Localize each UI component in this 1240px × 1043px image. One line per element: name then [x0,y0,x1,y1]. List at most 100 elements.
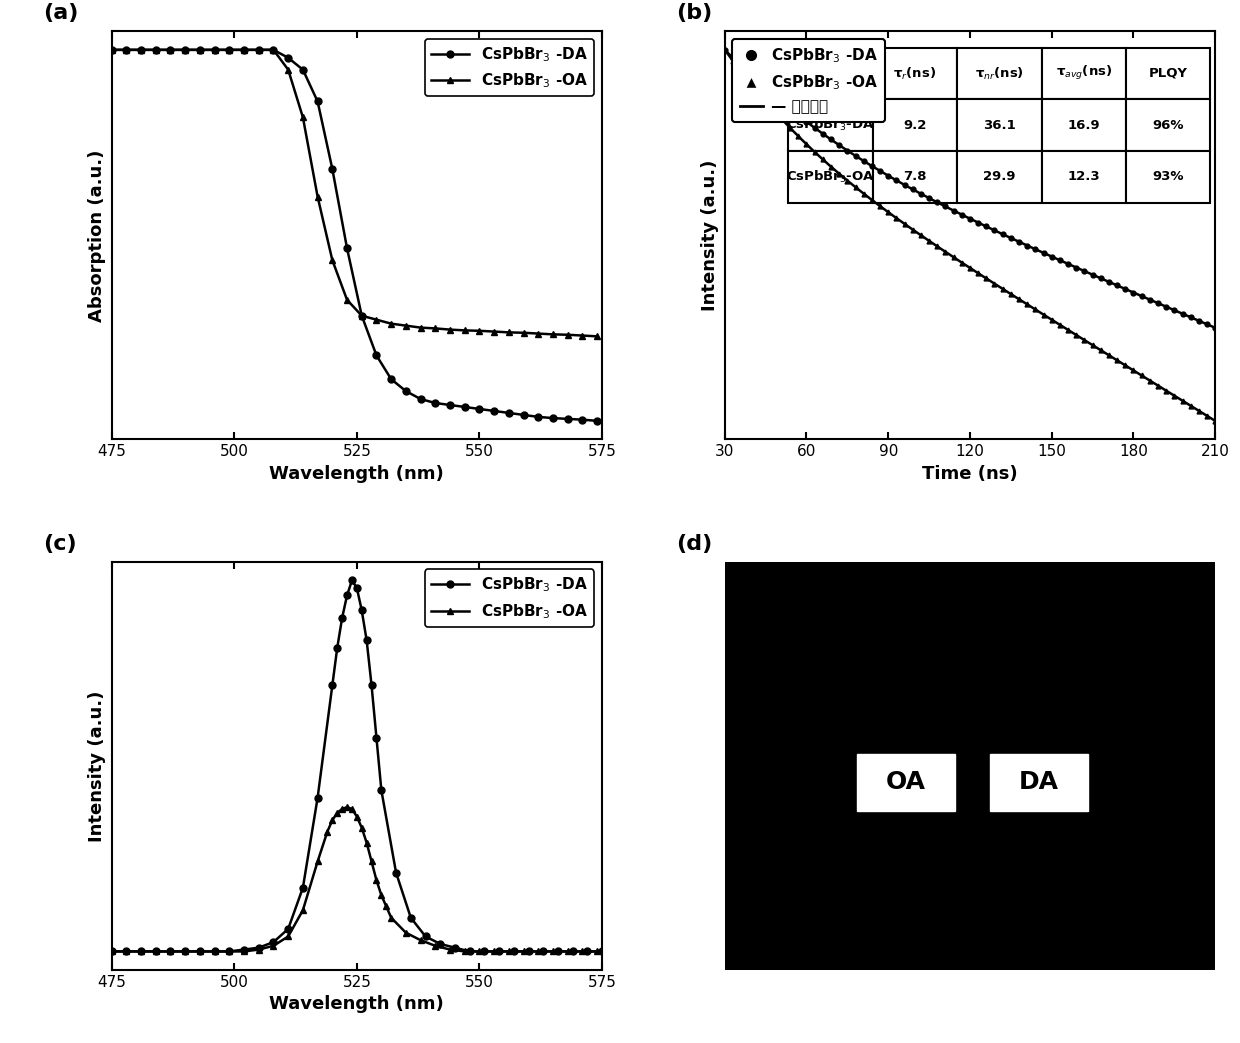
CsPbBr$_3$ -DA [119,945,134,957]
CsPbBr$_3$ -DA [295,64,310,76]
Y-axis label: Intensity (a.u.): Intensity (a.u.) [701,160,719,311]
CsPbBr$_3$ -OA [458,945,472,957]
CsPbBr$_3$ -OA [546,945,560,957]
Y-axis label: Intensity (a.u.): Intensity (a.u.) [88,690,107,842]
CsPbBr$_3$ -DA [119,44,134,56]
CsPbBr$_3$ -DA [546,412,560,425]
CsPbBr$_3$ -OA [443,323,458,336]
CsPbBr$_3$ -DA [472,403,487,415]
CsPbBr$_3$ -OA [355,310,370,322]
CsPbBr$_3$ -DA [413,393,428,406]
CsPbBr$_3$ -OA [398,319,413,332]
CsPbBr$_3$ -OA [516,945,531,957]
X-axis label: Wavelength (nm): Wavelength (nm) [269,465,444,483]
CsPbBr$_3$ -OA [207,945,222,957]
CsPbBr$_3$ -DA [595,945,610,957]
CsPbBr$_3$ -DA [355,604,370,616]
CsPbBr$_3$ -DA [134,945,149,957]
CsPbBr$_3$ -OA [177,945,192,957]
CsPbBr$_3$ -OA [237,44,252,56]
Line: CsPbBr$_3$ -DA: CsPbBr$_3$ -DA [108,577,605,955]
CsPbBr$_3$ -DA [267,936,281,948]
CsPbBr$_3$ -OA [428,322,443,335]
CsPbBr$_3$ -OA [104,44,119,56]
CsPbBr$_3$ -DA [177,945,192,957]
CsPbBr$_3$ -DA [565,945,580,957]
CsPbBr$_3$ -OA [340,801,355,814]
CsPbBr$_3$ -DA [516,409,531,421]
CsPbBr$_3$ -DA [370,349,384,362]
CsPbBr$_3$ -OA [237,945,252,957]
CsPbBr$_3$ -OA [560,329,575,341]
CsPbBr$_3$ -OA [487,325,502,338]
CsPbBr$_3$ -DA [192,44,207,56]
CsPbBr$_3$ -OA [267,940,281,952]
CsPbBr$_3$ -OA [310,191,325,203]
CsPbBr$_3$ -DA [403,912,418,924]
CsPbBr$_3$ -DA [463,945,477,957]
CsPbBr$_3$ -OA [590,330,605,342]
Line: CsPbBr$_3$ -OA: CsPbBr$_3$ -OA [108,46,600,340]
CsPbBr$_3$ -DA [551,945,565,957]
Text: DA: DA [1018,770,1059,795]
CsPbBr$_3$ -OA [104,945,119,957]
CsPbBr$_3$ -DA [177,44,192,56]
CsPbBr$_3$ -OA [501,945,516,957]
CsPbBr$_3$ -DA [340,242,355,254]
CsPbBr$_3$ -OA [325,253,340,266]
CsPbBr$_3$ -OA [149,44,164,56]
CsPbBr$_3$ -DA [487,405,502,417]
CsPbBr$_3$ -OA [443,943,458,955]
FancyBboxPatch shape [990,754,1087,810]
CsPbBr$_3$ -OA [472,324,487,337]
CsPbBr$_3$ -DA [477,945,492,957]
CsPbBr$_3$ -DA [370,731,384,744]
CsPbBr$_3$ -DA [330,641,345,654]
CsPbBr$_3$ -DA [360,634,374,647]
CsPbBr$_3$ -OA [222,945,237,957]
CsPbBr$_3$ -OA [531,328,546,340]
CsPbBr$_3$ -OA [192,945,207,957]
CsPbBr$_3$ -OA [335,803,350,816]
CsPbBr$_3$ -DA [134,44,149,56]
CsPbBr$_3$ -DA [536,945,551,957]
CsPbBr$_3$ -OA [546,329,560,341]
CsPbBr$_3$ -DA [428,396,443,409]
CsPbBr$_3$ -DA [252,44,267,56]
CsPbBr$_3$ -OA [192,44,207,56]
CsPbBr$_3$ -OA [119,44,134,56]
CsPbBr$_3$ -OA [267,44,281,56]
CsPbBr$_3$ -OA [383,317,398,330]
CsPbBr$_3$ -OA [325,814,340,826]
CsPbBr$_3$ -DA [560,413,575,426]
CsPbBr$_3$ -OA [560,945,575,957]
CsPbBr$_3$ -OA [149,945,164,957]
CsPbBr$_3$ -OA [252,943,267,955]
CsPbBr$_3$ -DA [580,945,595,957]
CsPbBr$_3$ -DA [365,679,379,692]
CsPbBr$_3$ -DA [458,401,472,413]
CsPbBr$_3$ -DA [207,945,222,957]
CsPbBr$_3$ -DA [501,407,516,419]
Legend: CsPbBr$_3$ -DA, CsPbBr$_3$ -OA: CsPbBr$_3$ -DA, CsPbBr$_3$ -OA [424,569,594,627]
CsPbBr$_3$ -OA [458,324,472,337]
CsPbBr$_3$ -OA [330,806,345,819]
CsPbBr$_3$ -DA [104,945,119,957]
CsPbBr$_3$ -DA [491,945,506,957]
CsPbBr$_3$ -DA [252,942,267,954]
CsPbBr$_3$ -DA [388,867,403,879]
CsPbBr$_3$ -OA [590,945,605,957]
CsPbBr$_3$ -DA [104,44,119,56]
Text: OA: OA [887,770,926,795]
CsPbBr$_3$ -OA [398,926,413,939]
CsPbBr$_3$ -DA [335,611,350,624]
Legend: CsPbBr$_3$ -DA, CsPbBr$_3$ -OA, — 衰减拟合: CsPbBr$_3$ -DA, CsPbBr$_3$ -OA, — 衰减拟合 [733,39,885,122]
X-axis label: Time (ns): Time (ns) [923,465,1018,483]
CsPbBr$_3$ -DA [222,44,237,56]
CsPbBr$_3$ -OA [295,111,310,123]
CsPbBr$_3$ -DA [192,945,207,957]
FancyBboxPatch shape [857,754,955,810]
CsPbBr$_3$ -OA [487,945,502,957]
CsPbBr$_3$ -OA [222,44,237,56]
Line: CsPbBr$_3$ -DA: CsPbBr$_3$ -DA [108,46,600,425]
